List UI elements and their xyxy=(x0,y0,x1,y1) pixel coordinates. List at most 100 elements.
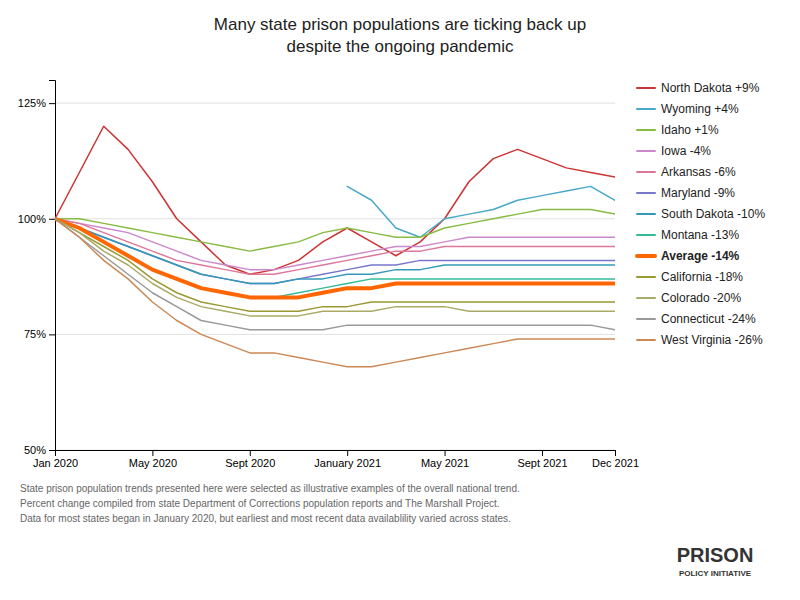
x-tick-mark xyxy=(250,450,251,456)
plot: Jan 2020 May 2020 Sept 2020 January 2021 May… xyxy=(18,81,639,469)
x-tick: Sept 2021 xyxy=(517,450,567,469)
legend-item: Arkansas -6% xyxy=(637,165,736,179)
y-tick-mark xyxy=(49,334,55,335)
footnote: Data for most states began in January 20… xyxy=(20,513,511,524)
logo-main: PRISON xyxy=(677,544,754,566)
x-tick-label: Sept 2020 xyxy=(225,457,275,469)
y-tick-mark xyxy=(49,219,55,220)
x-tick-mark xyxy=(152,450,153,456)
footnote: State prison population trends presented… xyxy=(20,483,520,494)
x-tick: January 2021 xyxy=(314,450,381,469)
grid-line xyxy=(55,218,615,219)
legend-label: Average -14% xyxy=(661,249,740,263)
x-tick-mark xyxy=(615,450,616,456)
x-axis-line xyxy=(56,451,616,457)
legend-item: Idaho +1% xyxy=(637,123,719,137)
legend-label: Iowa -4% xyxy=(661,144,711,158)
legend-swatch xyxy=(637,108,655,110)
chart: Many state prison populations are tickin… xyxy=(0,0,800,600)
title-line: Many state prison populations are tickin… xyxy=(214,15,586,34)
x-tick-label: May 2021 xyxy=(421,457,469,469)
y-tick-label: 100% xyxy=(18,213,46,225)
legend-label: Connecticut -24% xyxy=(661,312,756,326)
y-axis-line xyxy=(49,81,56,451)
legend-swatch xyxy=(637,192,655,194)
x-tick: May 2021 xyxy=(421,450,469,469)
legend-label: Arkansas -6% xyxy=(661,165,736,179)
legend-item: Iowa -4% xyxy=(637,144,711,158)
y-tick: 100% xyxy=(18,213,55,225)
legend-item: Connecticut -24% xyxy=(637,312,756,326)
legend-item: California -18% xyxy=(637,270,743,284)
x-tick-mark xyxy=(445,450,446,456)
legend-label: Idaho +1% xyxy=(661,123,719,137)
legend-label: Wyoming +4% xyxy=(661,102,739,116)
series-line xyxy=(55,219,615,298)
grid xyxy=(55,103,615,450)
x-tick: Dec 2021 xyxy=(592,450,639,469)
y-tick: 50% xyxy=(24,444,55,456)
legend-swatch xyxy=(637,339,655,341)
y-tick: 125% xyxy=(18,97,55,109)
x-tick-mark xyxy=(347,450,348,456)
legend-label: Montana -13% xyxy=(661,228,739,242)
legend-item: South Dakota -10% xyxy=(637,207,765,221)
legend-item: Montana -13% xyxy=(637,228,739,242)
legend-label: Colorado -20% xyxy=(661,291,741,305)
legend-swatch xyxy=(637,318,655,320)
x-tick: May 2020 xyxy=(129,450,177,469)
legend-item: North Dakota +9% xyxy=(637,81,760,95)
legend-label: West Virginia -26% xyxy=(661,333,763,347)
logo-sub: POLICY INITIATIVE xyxy=(679,569,752,578)
legend-swatch xyxy=(637,234,655,236)
legend-label: California -18% xyxy=(661,270,743,284)
y-tick-label: 75% xyxy=(24,328,46,340)
series-line xyxy=(55,219,615,367)
legend-item: Colorado -20% xyxy=(637,291,741,305)
title: Many state prison populations are tickin… xyxy=(214,15,586,56)
x-axis: Jan 2020 May 2020 Sept 2020 January 2021 May… xyxy=(33,450,639,469)
annotations: State prison population trends presented… xyxy=(20,483,753,578)
legend-swatch xyxy=(637,213,655,215)
y-tick-mark xyxy=(49,450,55,451)
x-tick-mark xyxy=(542,450,543,456)
legend-swatch xyxy=(637,276,655,278)
x-tick-label: Sept 2021 xyxy=(517,457,567,469)
legend-swatch xyxy=(637,254,655,258)
legend-label: South Dakota -10% xyxy=(661,207,765,221)
x-tick-label: Dec 2021 xyxy=(592,457,639,469)
legend-label: Maryland -9% xyxy=(661,186,735,200)
series-line xyxy=(55,219,615,330)
legend-item: Wyoming +4% xyxy=(637,102,739,116)
grid-line xyxy=(55,334,615,335)
footnote: Percent change compiled from state Depar… xyxy=(20,498,500,509)
x-tick-label: May 2020 xyxy=(129,457,177,469)
y-tick-mark xyxy=(49,103,55,104)
y-tick-label: 50% xyxy=(24,444,46,456)
y-tick-label: 125% xyxy=(18,97,46,109)
series-line xyxy=(55,219,615,316)
legend-item: West Virginia -26% xyxy=(637,333,763,347)
y-axis: 50% 75% 100% 125% xyxy=(18,81,56,457)
x-tick-label: January 2021 xyxy=(314,457,381,469)
x-tick: Sept 2020 xyxy=(225,450,275,469)
series-line xyxy=(347,186,615,237)
grid-line xyxy=(55,103,615,104)
series-line xyxy=(55,126,615,274)
legend-swatch xyxy=(637,87,655,89)
legend-swatch xyxy=(637,129,655,131)
x-tick-label: Jan 2020 xyxy=(33,457,78,469)
legend-swatch xyxy=(637,297,655,299)
legend-swatch xyxy=(637,171,655,173)
series-line xyxy=(55,219,615,312)
title-line: despite the ongoing pandemic xyxy=(287,37,514,56)
legend-item: Maryland -9% xyxy=(637,186,735,200)
series-line xyxy=(55,219,615,298)
y-tick: 75% xyxy=(24,328,55,340)
legend-swatch xyxy=(637,150,655,152)
legend-item: Average -14% xyxy=(637,249,740,263)
legend-label: North Dakota +9% xyxy=(661,81,760,95)
series-line xyxy=(55,210,615,252)
series-line xyxy=(55,219,615,275)
legend: North Dakota +9% Wyoming +4% Idaho +1% Iowa… xyxy=(637,81,765,347)
